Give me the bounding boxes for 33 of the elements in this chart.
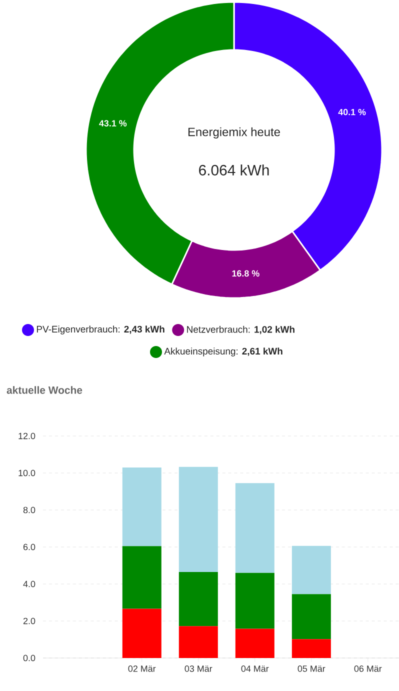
- y-tick-label: 10.0: [18, 470, 36, 476]
- x-tick-label: 06 Mär: [354, 666, 382, 672]
- bar: [178, 572, 218, 626]
- bar: [122, 608, 162, 658]
- y-tick-label: 4.0: [23, 580, 36, 588]
- bar: [235, 483, 274, 573]
- text: 6.064 kWh: [199, 164, 269, 176]
- legend-label: Netzverbrauch: 1,02 kWh: [187, 326, 294, 334]
- y-tick-label: 12.0: [18, 432, 36, 440]
- data-label: 40.1 %: [338, 108, 366, 116]
- chart-title: aktuelle Woche: [6, 386, 82, 394]
- x-tick-label: 03 Mär: [184, 666, 212, 672]
- y-tick-label: 8.0: [23, 506, 36, 514]
- bar: [292, 594, 331, 640]
- bar: [292, 546, 331, 594]
- y-tick-label: 2.0: [23, 618, 36, 624]
- x-tick-label: 04 Mär: [241, 666, 269, 672]
- bar: [178, 626, 218, 658]
- bar: [235, 628, 274, 658]
- y-tick-label: 0.0: [23, 654, 36, 662]
- text: Energiemix heute: [188, 127, 280, 139]
- bar: [122, 546, 162, 609]
- bar: [235, 572, 274, 629]
- data-label: 43.1 %: [99, 120, 127, 126]
- bar: [122, 467, 162, 546]
- x-tick-label: 05 Mär: [298, 666, 326, 672]
- bar: [178, 466, 218, 572]
- data-label: 16.8 %: [232, 270, 260, 277]
- legend-label: Akkueinspeisung: 2,61 kWh: [164, 348, 282, 356]
- y-tick-label: 6.0: [23, 544, 36, 550]
- legend-label: PV-Eigenverbrauch: 2,43 kWh: [36, 326, 164, 334]
- bar: [292, 639, 331, 658]
- x-tick-label: 02 Mär: [128, 666, 156, 672]
